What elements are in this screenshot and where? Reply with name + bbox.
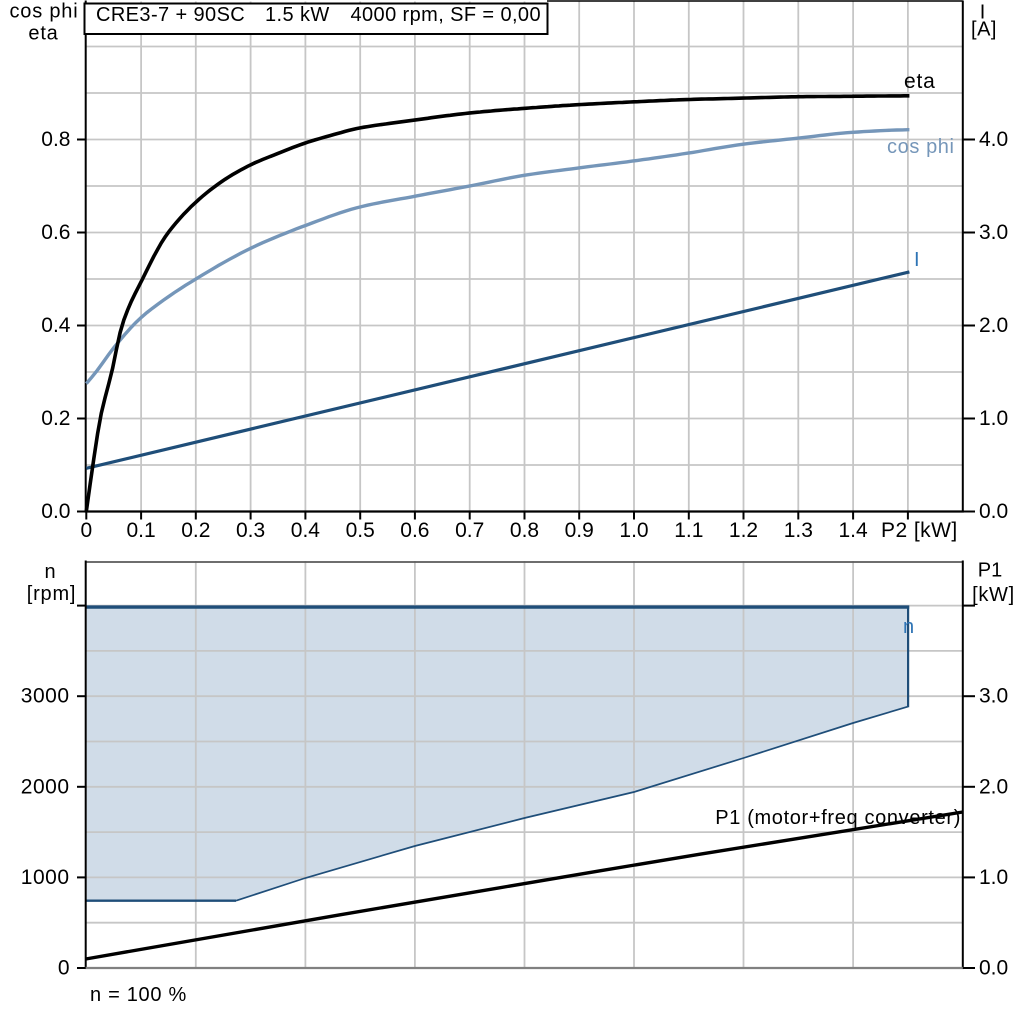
svg-text:I: I	[914, 249, 920, 271]
svg-text:0.0: 0.0	[979, 957, 1008, 980]
svg-text:eta: eta	[28, 23, 58, 45]
svg-text:0.0: 0.0	[979, 500, 1008, 523]
svg-text:1.2: 1.2	[729, 519, 758, 542]
svg-text:4000 rpm, SF = 0,00: 4000 rpm, SF = 0,00	[351, 4, 541, 26]
svg-text:0.4: 0.4	[41, 314, 71, 337]
svg-text:1000: 1000	[21, 866, 70, 889]
svg-text:0: 0	[58, 957, 70, 980]
svg-text:0: 0	[80, 519, 92, 542]
svg-text:1.0: 1.0	[979, 866, 1008, 889]
svg-text:P1 (motor+freq converter): P1 (motor+freq converter)	[715, 807, 961, 829]
svg-text:3000: 3000	[21, 685, 70, 708]
svg-text:0.8: 0.8	[510, 519, 539, 542]
svg-text:[A]: [A]	[971, 19, 997, 41]
svg-text:2.0: 2.0	[979, 775, 1008, 798]
svg-text:0.4: 0.4	[291, 519, 321, 542]
svg-text:1.4: 1.4	[838, 519, 868, 542]
svg-text:0.6: 0.6	[41, 221, 70, 244]
svg-text:0.2: 0.2	[181, 519, 210, 542]
svg-text:3.0: 3.0	[979, 685, 1008, 708]
svg-text:0.6: 0.6	[400, 519, 429, 542]
svg-text:2000: 2000	[21, 775, 70, 798]
svg-text:1.1: 1.1	[674, 519, 703, 542]
svg-text:0.9: 0.9	[565, 519, 594, 542]
svg-text:[rpm]: [rpm]	[27, 583, 77, 605]
svg-text:cos phi: cos phi	[887, 136, 955, 158]
svg-text:0.0: 0.0	[41, 500, 70, 523]
svg-text:0.8: 0.8	[41, 128, 70, 151]
svg-text:n: n	[44, 561, 55, 583]
svg-text:0.7: 0.7	[455, 519, 484, 542]
svg-text:n = 100 %: n = 100 %	[90, 984, 187, 1006]
svg-text:0.3: 0.3	[236, 519, 265, 542]
svg-text:1.3: 1.3	[784, 519, 813, 542]
svg-text:CRE3-7 + 90SC: CRE3-7 + 90SC	[96, 4, 245, 26]
svg-text:I: I	[980, 2, 986, 24]
svg-text:1.0: 1.0	[979, 407, 1008, 430]
svg-text:3.0: 3.0	[979, 221, 1008, 244]
svg-text:0.1: 0.1	[126, 519, 155, 542]
svg-text:P1: P1	[978, 560, 1002, 582]
svg-text:1.5 kW: 1.5 kW	[265, 4, 330, 26]
svg-text:0.5: 0.5	[346, 519, 375, 542]
svg-text:eta: eta	[904, 70, 936, 93]
svg-text:2.0: 2.0	[979, 314, 1008, 337]
svg-text:0.2: 0.2	[41, 407, 70, 430]
svg-text:n: n	[903, 616, 914, 638]
svg-text:4.0: 4.0	[979, 128, 1008, 151]
svg-text:cos phi: cos phi	[10, 1, 79, 23]
svg-text:1.0: 1.0	[619, 519, 648, 542]
svg-text:P2 [kW]: P2 [kW]	[881, 519, 958, 542]
svg-text:[kW]: [kW]	[972, 584, 1015, 606]
